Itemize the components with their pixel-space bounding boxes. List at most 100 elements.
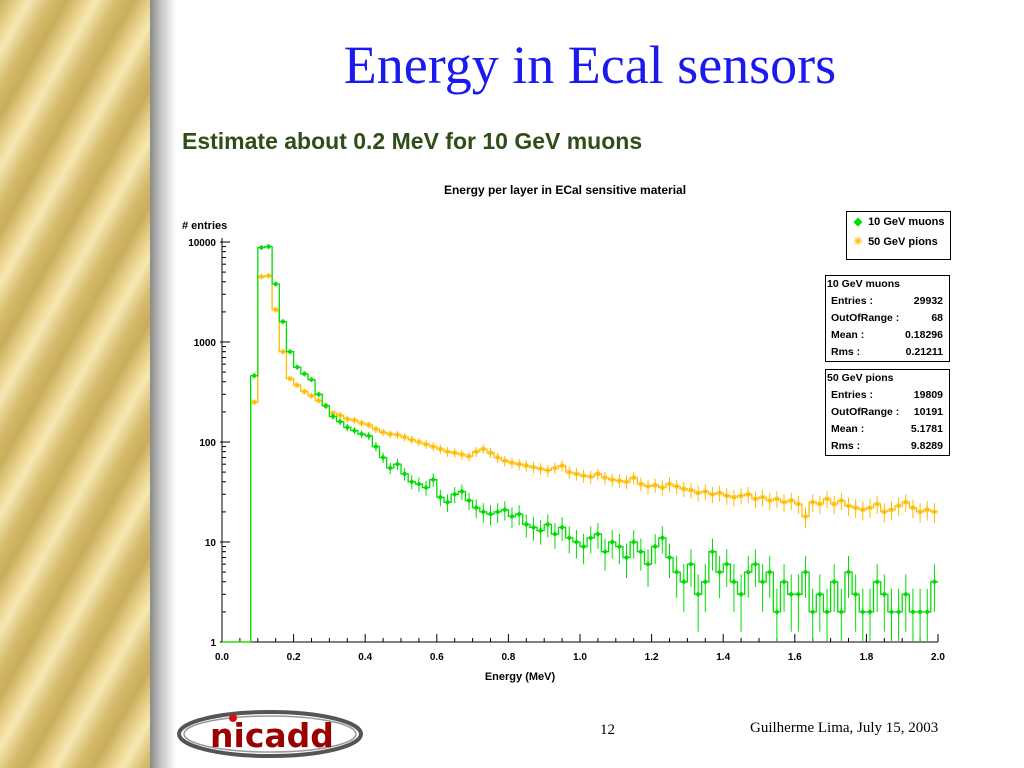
data-point — [566, 535, 573, 541]
stats-box-pions: 50 GeV pions Entries : 19809 OutOfRange :… — [825, 369, 950, 456]
data-point — [673, 569, 680, 575]
data-point — [688, 561, 694, 568]
page-number: 12 — [600, 722, 615, 738]
x-tick-label: 1.4 — [716, 652, 730, 663]
stats-value: 19809 — [913, 389, 943, 401]
stats-label: Entries : — [831, 295, 874, 307]
x-tick-label: 0.2 — [287, 652, 301, 663]
data-point — [888, 506, 895, 513]
data-point — [372, 425, 379, 432]
data-point — [272, 281, 279, 287]
data-point — [258, 244, 265, 251]
data-point — [845, 502, 852, 509]
data-point — [530, 464, 537, 471]
data-point — [401, 471, 408, 477]
logo-text: nicadd — [210, 716, 334, 755]
x-tick-label: 1.0 — [573, 652, 587, 663]
data-point — [265, 243, 272, 250]
data-point — [258, 273, 265, 280]
data-point — [595, 531, 601, 537]
legend-item-pions: ✳ 50 GeV pions — [847, 232, 950, 252]
data-point — [315, 391, 322, 398]
x-tick-label: 0.0 — [215, 652, 229, 663]
data-point — [415, 439, 422, 445]
y-tick-label: 100 — [199, 438, 216, 449]
data-point — [602, 548, 608, 555]
data-point — [652, 543, 659, 550]
data-point — [272, 306, 279, 313]
data-point — [731, 578, 737, 585]
stats-row: Mean : 0.18296 — [826, 327, 949, 344]
data-point — [430, 443, 437, 450]
data-point — [881, 508, 888, 515]
stats-row: OutOfRange : 68 — [826, 310, 949, 327]
data-point — [573, 470, 580, 477]
data-point — [380, 454, 386, 461]
data-point — [265, 272, 272, 279]
data-point — [551, 464, 558, 471]
data-point — [494, 454, 501, 461]
data-point — [666, 481, 673, 488]
data-point — [623, 554, 630, 561]
stats-label: Mean : — [831, 329, 865, 341]
data-point — [394, 461, 401, 468]
data-point — [501, 457, 508, 464]
data-point — [501, 506, 508, 513]
data-point — [824, 495, 831, 502]
data-point — [330, 413, 336, 420]
data-point — [594, 470, 601, 477]
data-point — [931, 578, 938, 585]
data-point — [365, 421, 372, 428]
data-point — [623, 478, 630, 485]
data-point — [373, 443, 379, 450]
data-point — [616, 543, 623, 550]
data-point — [645, 561, 651, 568]
data-point — [716, 569, 723, 575]
data-point — [387, 431, 394, 438]
data-point — [895, 502, 902, 509]
data-point — [838, 497, 845, 504]
data-point — [702, 578, 709, 585]
data-point — [709, 491, 716, 498]
data-point — [766, 497, 773, 504]
x-tick-label: 1.2 — [645, 652, 659, 663]
data-point — [695, 489, 702, 496]
stats-row: Mean : 5.1781 — [826, 421, 949, 438]
data-point — [294, 364, 301, 371]
data-point — [602, 474, 609, 481]
data-point — [788, 591, 795, 598]
data-point — [909, 504, 916, 511]
data-point — [380, 429, 387, 436]
data-point — [809, 499, 816, 506]
data-point — [781, 578, 787, 585]
data-point — [573, 539, 580, 545]
data-point — [509, 513, 515, 520]
data-point — [723, 561, 730, 568]
data-point — [308, 376, 315, 383]
nicadd-logo: nicadd — [177, 710, 363, 758]
stats-title: 50 GeV pions — [827, 372, 894, 384]
data-point — [508, 459, 515, 466]
data-point — [251, 399, 258, 406]
stats-row: Rms : 9.8289 — [826, 438, 949, 455]
y-tick-label: 1000 — [194, 338, 217, 349]
data-point — [738, 591, 744, 598]
data-point — [251, 372, 258, 379]
data-point — [337, 418, 343, 425]
chart-legend: ◆ 10 GeV muons ✳ 50 GeV pions — [846, 211, 951, 260]
data-point — [867, 609, 873, 615]
data-point — [280, 318, 286, 325]
data-point — [638, 548, 644, 555]
stats-value: 0.18296 — [905, 329, 943, 341]
data-point — [466, 497, 472, 504]
data-point — [444, 448, 451, 455]
data-point — [459, 488, 465, 495]
data-point — [444, 499, 451, 506]
data-point — [408, 436, 415, 443]
data-point — [416, 481, 422, 487]
star-marker-icon: ✳ — [853, 236, 863, 248]
data-point — [315, 397, 322, 404]
stats-row: Entries : 19809 — [826, 387, 949, 404]
data-point — [859, 609, 866, 615]
data-point — [408, 478, 415, 485]
